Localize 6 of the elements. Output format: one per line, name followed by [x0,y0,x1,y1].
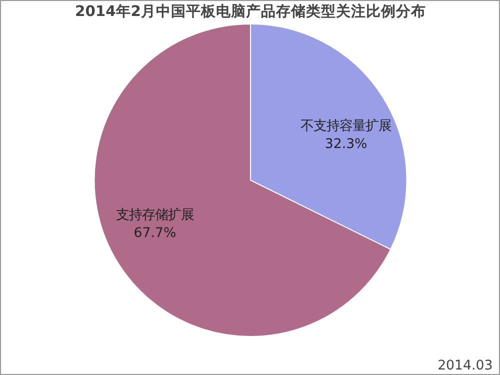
slice-label: 不支持容量扩展 [300,118,392,134]
slice-label: 支持存储扩展 [116,208,194,224]
data-label: 32.3% [324,137,368,152]
chart-title: 2014年2月中国平板电脑产品存储类型关注比例分布 [75,2,426,20]
text: 2014.03 [438,358,493,374]
data-label: 67.7% [134,226,176,242]
